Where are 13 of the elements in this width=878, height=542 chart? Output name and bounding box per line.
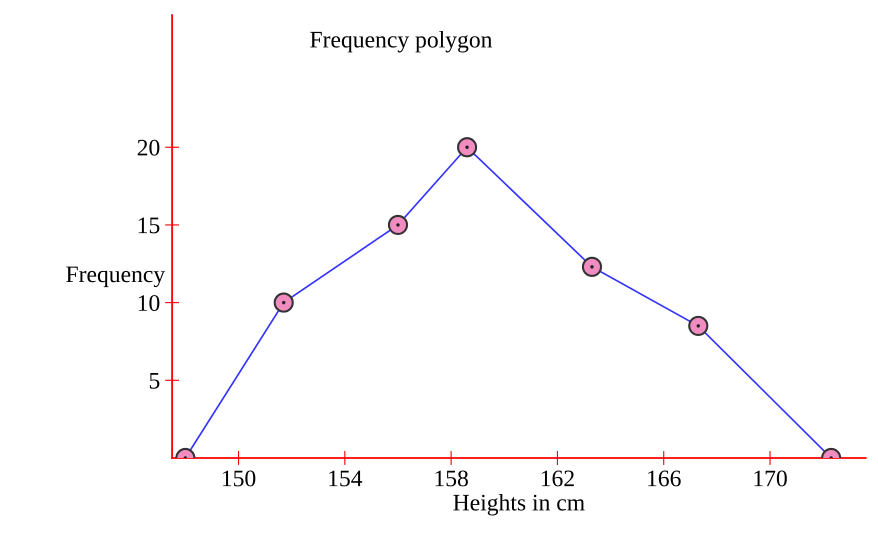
text: Frequency polygon [310, 31, 492, 52]
y-tick-label: 5 [150, 373, 160, 389]
y-tick-label: 20 [138, 140, 160, 156]
x-tick-label: 162 [542, 470, 574, 486]
y-tick-label: 10 [138, 295, 160, 312]
x-tick-label: 170 [754, 470, 787, 486]
x-tick-label: 150 [222, 470, 256, 486]
x-tick-label: 158 [436, 470, 468, 486]
x-axis-title: Heights in cm [453, 494, 585, 516]
x-tick-label: 166 [648, 470, 681, 486]
y-axis-title: Frequency [66, 266, 166, 288]
x-tick-label: 154 [329, 470, 362, 486]
y-tick-label: 15 [138, 218, 160, 234]
